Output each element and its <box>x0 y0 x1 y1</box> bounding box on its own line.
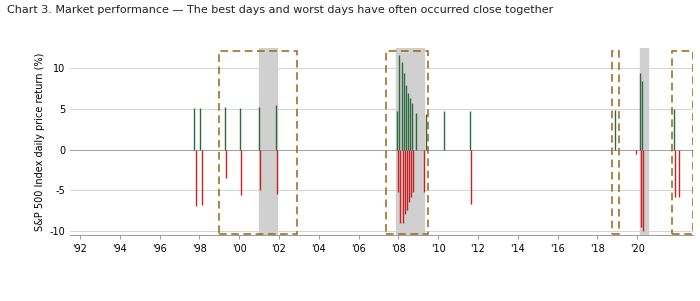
Y-axis label: S&P 500 Index daily price return (%): S&P 500 Index daily price return (%) <box>35 52 46 231</box>
Bar <box>640 48 648 235</box>
Bar <box>386 51 428 234</box>
Bar <box>219 51 297 234</box>
Text: Chart 3. Market performance — The best days and worst days have often occurred c: Chart 3. Market performance — The best d… <box>7 5 553 14</box>
Bar <box>396 48 424 235</box>
Bar <box>612 51 620 234</box>
Bar <box>259 48 277 235</box>
Bar <box>672 51 693 234</box>
